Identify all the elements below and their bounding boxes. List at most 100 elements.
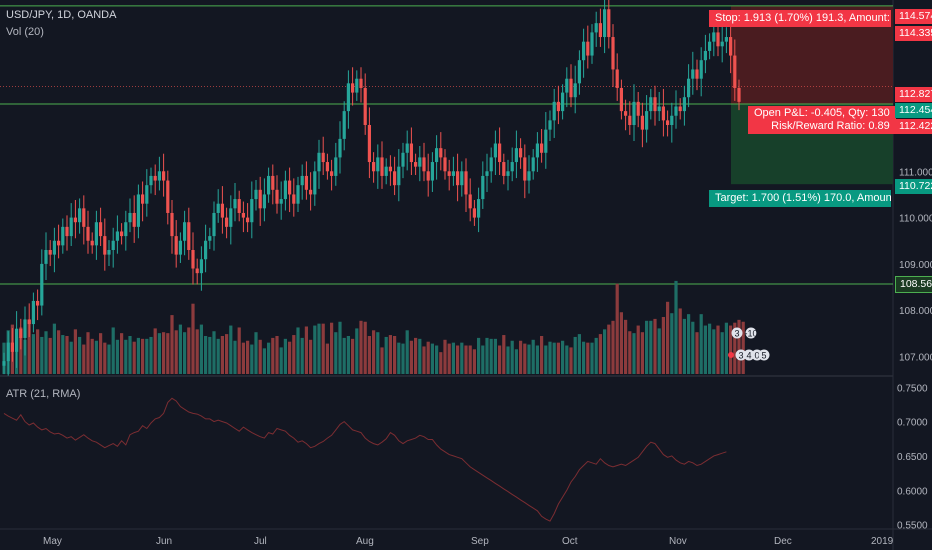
pnl-box: Open P&L: -0.405, Qty: 130 Risk/Reward R… — [748, 106, 896, 134]
volume-bar — [170, 315, 174, 374]
volume-bar — [388, 335, 392, 374]
candle-body — [535, 143, 539, 158]
atr-tick-label: 0.7500 — [897, 383, 928, 394]
volume-bar — [48, 337, 52, 374]
volume-bar — [94, 340, 98, 374]
candle-body — [149, 175, 153, 186]
volume-bar — [687, 314, 691, 374]
candle-body — [103, 236, 107, 255]
candle-body — [687, 78, 691, 98]
volume-bar — [703, 325, 707, 374]
volume-bar — [208, 336, 212, 374]
candle-body — [208, 236, 212, 241]
volume-bar — [712, 329, 716, 374]
candle-body — [531, 157, 535, 172]
candle-body — [359, 78, 363, 88]
volume-bar — [464, 345, 468, 374]
candle-body — [435, 148, 439, 163]
atr-tick-label: 0.7000 — [897, 418, 928, 429]
atr-line — [3, 397, 727, 522]
candle-body — [124, 222, 128, 237]
volume-bar — [414, 337, 418, 374]
volume-bar — [724, 322, 728, 374]
symbol-title[interactable]: USD/JPY, 1D, OANDA — [6, 9, 117, 21]
candle-body — [468, 194, 472, 209]
candle-body — [561, 92, 565, 112]
candle-body — [300, 175, 304, 186]
volume-bar — [678, 308, 682, 374]
volume-bar — [250, 344, 254, 374]
volume-bar — [611, 320, 615, 374]
candle-body — [153, 175, 157, 181]
atr-tick-label: 0.6500 — [897, 452, 928, 463]
volume-bar — [506, 346, 510, 374]
price-tag: 112.827 — [895, 87, 932, 102]
candle-body — [342, 111, 346, 139]
volume-bar — [40, 336, 44, 374]
volume-bar — [128, 336, 132, 374]
candle-body — [460, 171, 464, 186]
time-axis[interactable]: May Jun Jul Aug Sep Oct Nov Dec 2019 — [43, 536, 894, 547]
volume-bar — [199, 324, 203, 374]
target-label[interactable]: Target: 1.700 (1.51%) 170.0, Amount — [709, 190, 891, 207]
candle-body — [514, 148, 518, 163]
candle-body — [418, 157, 422, 167]
candle-body — [170, 212, 174, 237]
volume-bar — [393, 336, 397, 374]
candle-body — [519, 148, 523, 158]
volume-bar — [451, 342, 455, 374]
volume-bar — [65, 336, 69, 374]
volume-bar — [418, 338, 422, 374]
candle-body — [552, 101, 556, 121]
volume-bar — [401, 343, 405, 374]
volume-bar — [237, 327, 241, 374]
stop-label[interactable]: Stop: 1.913 (1.70%) 191.3, Amount: 1 — [709, 10, 891, 27]
candle-body — [548, 120, 552, 130]
candle-body — [86, 226, 90, 241]
volume-bar — [519, 340, 523, 374]
volume-bar — [283, 338, 287, 374]
volume-bar — [111, 327, 115, 374]
volume-bar — [615, 283, 619, 374]
volume-bar — [325, 343, 329, 374]
price-tick-label: 109.000 — [899, 260, 932, 271]
candle-body — [99, 222, 103, 237]
candle-body — [729, 37, 733, 56]
candle-body — [107, 250, 111, 255]
volume-bar — [57, 330, 61, 374]
price-tag: 110.722 — [895, 179, 932, 194]
volume-bar — [258, 339, 262, 374]
atr-legend[interactable]: ATR (21, RMA) — [6, 388, 81, 400]
candle-body — [603, 9, 607, 38]
candle-body — [451, 171, 455, 176]
volume-bar — [279, 347, 283, 374]
candle-body — [6, 342, 10, 362]
volume-bar — [443, 339, 447, 374]
candle-body — [94, 222, 98, 246]
candle-body — [304, 175, 308, 190]
price-axis[interactable]: 114.000112.000111.000110.000109.000108.0… — [899, 28, 932, 363]
price-tick-label: 108.000 — [899, 306, 932, 317]
volume-badges[interactable]: 3 -103 4 0 5 — [728, 327, 770, 361]
atr-tick-label: 0.6000 — [897, 486, 928, 497]
candle-body — [598, 23, 602, 38]
volume-bar — [267, 342, 271, 374]
volume-bar — [426, 341, 430, 374]
candle-body — [174, 236, 178, 255]
volume-bar — [271, 337, 275, 374]
volume-bar — [737, 319, 741, 374]
volume-bar — [292, 335, 296, 374]
alert-dot — [728, 352, 734, 358]
candle-body — [657, 106, 661, 112]
volume-bar — [346, 336, 350, 374]
candle-body — [456, 171, 460, 186]
volume-bar — [241, 342, 245, 374]
atr-axis[interactable]: 0.7500 0.7000 0.6500 0.6000 0.5500 — [897, 383, 928, 531]
time-tick-label: Nov — [669, 536, 687, 547]
candle-body — [216, 203, 220, 213]
volume-bar — [674, 280, 678, 374]
volume-bar — [603, 329, 607, 374]
volume-legend[interactable]: Vol (20) — [6, 26, 44, 38]
horizontal-lines[interactable] — [0, 5, 893, 285]
